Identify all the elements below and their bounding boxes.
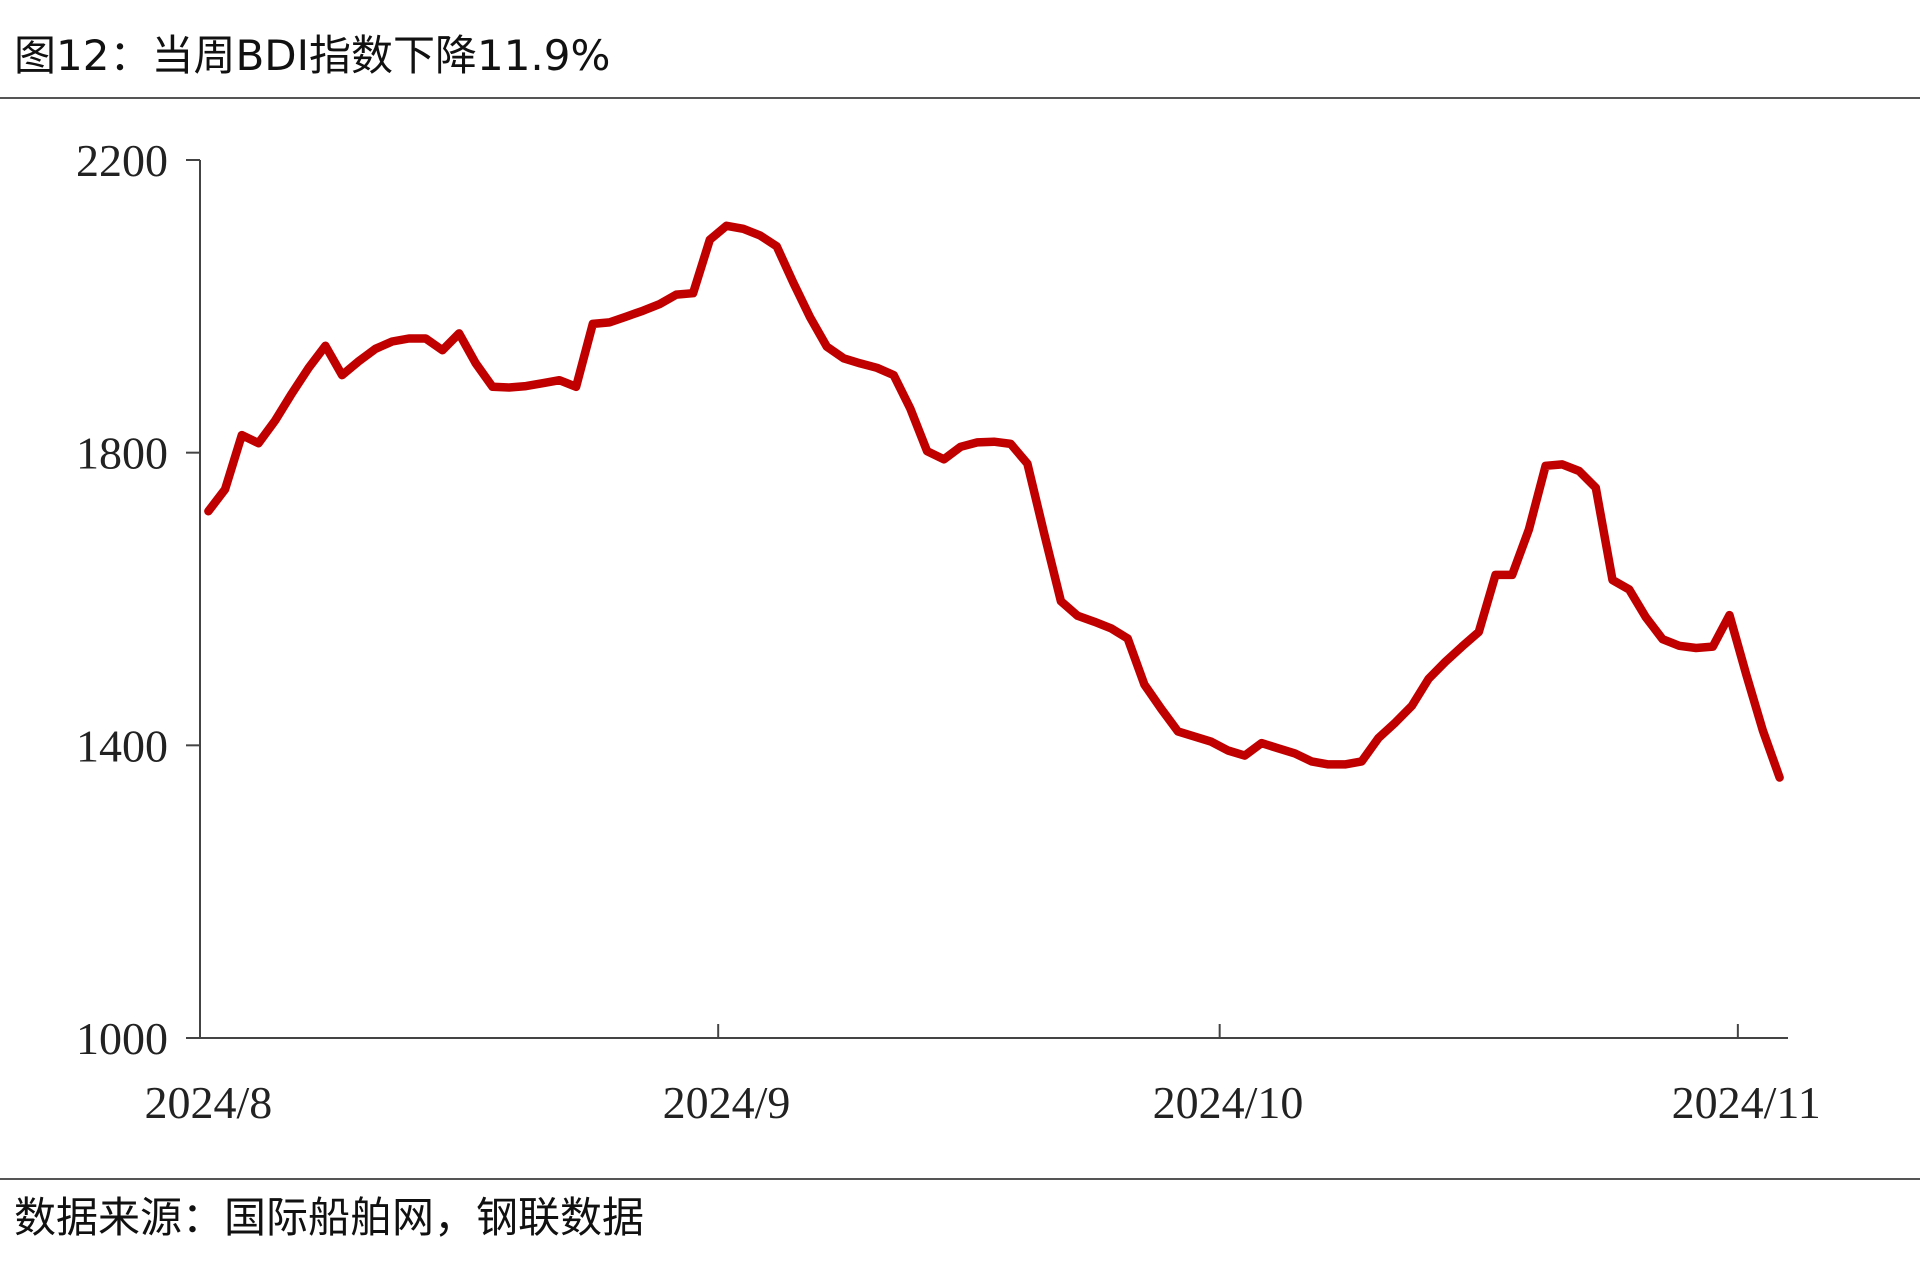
source-note: 数据来源：国际船舶网，钢联数据	[14, 1193, 644, 1242]
x-tick-label: 2024/10	[1153, 1077, 1304, 1128]
series-line	[204, 221, 1784, 782]
chart-title: 图12：当周BDI指数下降11.9%	[14, 31, 610, 80]
x-tick-label: 2024/11	[1672, 1077, 1821, 1128]
y-tick-label: 2200	[76, 135, 168, 186]
y-tick-label: 1400	[76, 720, 168, 771]
y-tick-label: 1800	[76, 428, 168, 479]
y-tick-label: 1000	[76, 1013, 168, 1064]
x-tick-label: 2024/9	[663, 1077, 791, 1128]
x-tick-label: 2024/8	[144, 1077, 272, 1128]
